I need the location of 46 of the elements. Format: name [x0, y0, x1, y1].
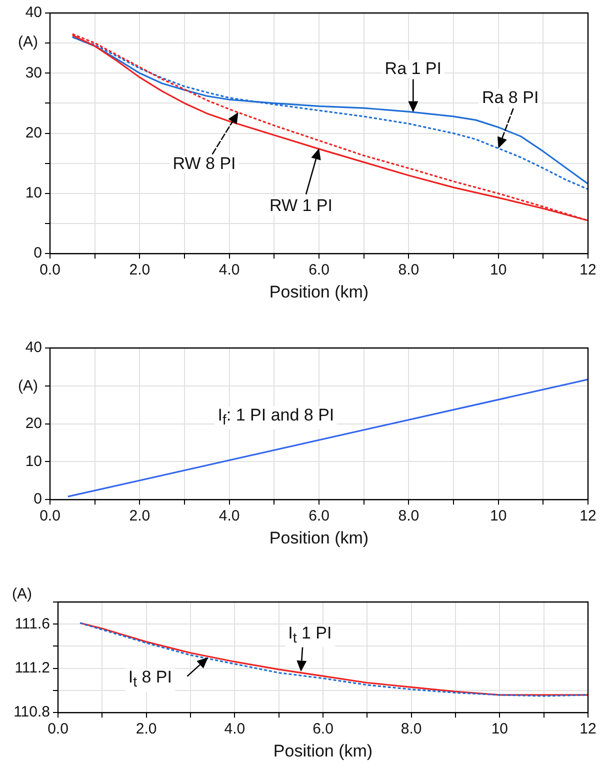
x-tick-label: 8.0	[398, 508, 420, 525]
x-tick-label: 10	[490, 262, 507, 279]
annotation: I$_{f}$: 1 PI and 8 PI	[214, 405, 338, 430]
x-tick-label: 2.0	[136, 720, 157, 738]
x-axis-title: Position (km)	[269, 282, 369, 302]
y-axis-title: (A)	[18, 377, 38, 394]
annotation: I$_{t}$ 8 PI	[125, 668, 175, 692]
x-tick-label: 0.0	[40, 508, 60, 525]
y-axis-title: (A)	[12, 586, 32, 602]
y-tick-label: 30	[25, 64, 42, 82]
y-tick-label: 0	[34, 490, 42, 508]
x-tick-label: 0.0	[48, 720, 68, 738]
x-axis-title: Position (km)	[269, 528, 369, 548]
x-tick-label: 12	[580, 720, 596, 738]
y-tick-label: 110.8	[14, 704, 50, 721]
y-tick-label: 0	[34, 244, 42, 262]
x-tick-label: 4.0	[218, 508, 240, 525]
x-tick-label: 6.0	[308, 262, 330, 279]
y-tick-label: 20	[25, 124, 42, 142]
x-tick-label: 2.0	[129, 508, 150, 525]
y-tick-label: 40	[25, 4, 42, 22]
x-tick-label: 10	[491, 720, 508, 738]
y-tick-label: 10	[25, 452, 42, 470]
annotation: RW 8 PI	[170, 154, 239, 174]
y-tick-label: 20	[25, 414, 42, 432]
x-tick-label: 12	[580, 508, 596, 525]
x-tick-label: 6.0	[312, 720, 334, 738]
x-tick-label: 0.0	[40, 262, 60, 279]
x-tick-label: 2.0	[129, 262, 150, 279]
annotation: I$_{t}$ 1 PI	[285, 622, 335, 648]
y-tick-label: 40	[25, 339, 42, 356]
x-axis-title: Position (km)	[273, 741, 373, 760]
y-tick-label: 111.2	[14, 660, 50, 676]
x-tick-label: 8.0	[398, 262, 420, 279]
y-axis-title: (A)	[18, 33, 38, 50]
x-tick-label: 10	[490, 508, 507, 525]
x-tick-label: 4.0	[218, 262, 240, 279]
annotation: Ra 8 PI	[478, 88, 542, 108]
x-tick-label: 4.0	[224, 720, 246, 738]
annotation: Ra 1 PI	[382, 59, 444, 78]
x-tick-label: 6.0	[308, 508, 330, 525]
annotation: RW 1 PI	[266, 196, 336, 216]
x-tick-label: 12	[580, 262, 596, 279]
y-tick-label: 10	[25, 184, 42, 202]
y-tick-label: 111.6	[14, 615, 50, 632]
x-tick-label: 8.0	[400, 720, 422, 738]
